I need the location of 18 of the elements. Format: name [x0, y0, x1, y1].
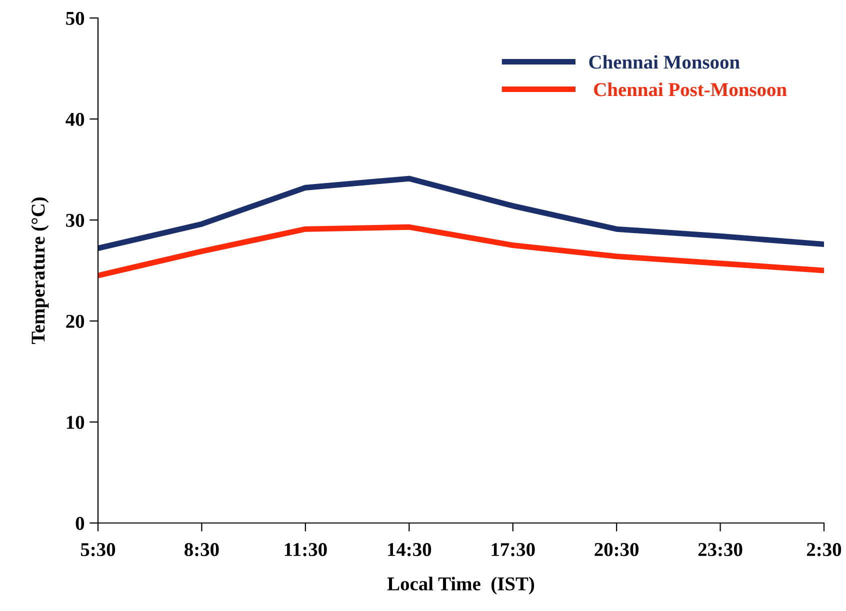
x-tick-label: 23:30	[698, 543, 742, 556]
legend-label: Chennai Monsoon	[589, 55, 740, 69]
y-tick-label: 0	[76, 516, 84, 530]
y-tick-label: 50	[66, 12, 84, 25]
y-axis-title: Temperature (°C)	[31, 198, 49, 344]
legend-label: Chennai Post-Monsoon	[594, 82, 787, 96]
y-tick-label: 10	[66, 416, 84, 429]
y-tick-label: 20	[66, 314, 84, 328]
y-tick-label: 40	[66, 112, 84, 126]
x-tick-label: 11:30	[284, 543, 327, 556]
x-tick-label: 2:30	[806, 543, 842, 556]
y-tick-label: 30	[66, 214, 84, 227]
x-tick-label: 14:30	[388, 543, 432, 556]
x-tick-label: 8:30	[184, 543, 219, 556]
x-tick-label: 20:30	[594, 543, 639, 556]
x-axis-title: Local Time (IST)	[387, 576, 534, 594]
x-tick-label: 17:30	[492, 543, 535, 556]
x-tick-label: 5:30	[80, 543, 116, 556]
